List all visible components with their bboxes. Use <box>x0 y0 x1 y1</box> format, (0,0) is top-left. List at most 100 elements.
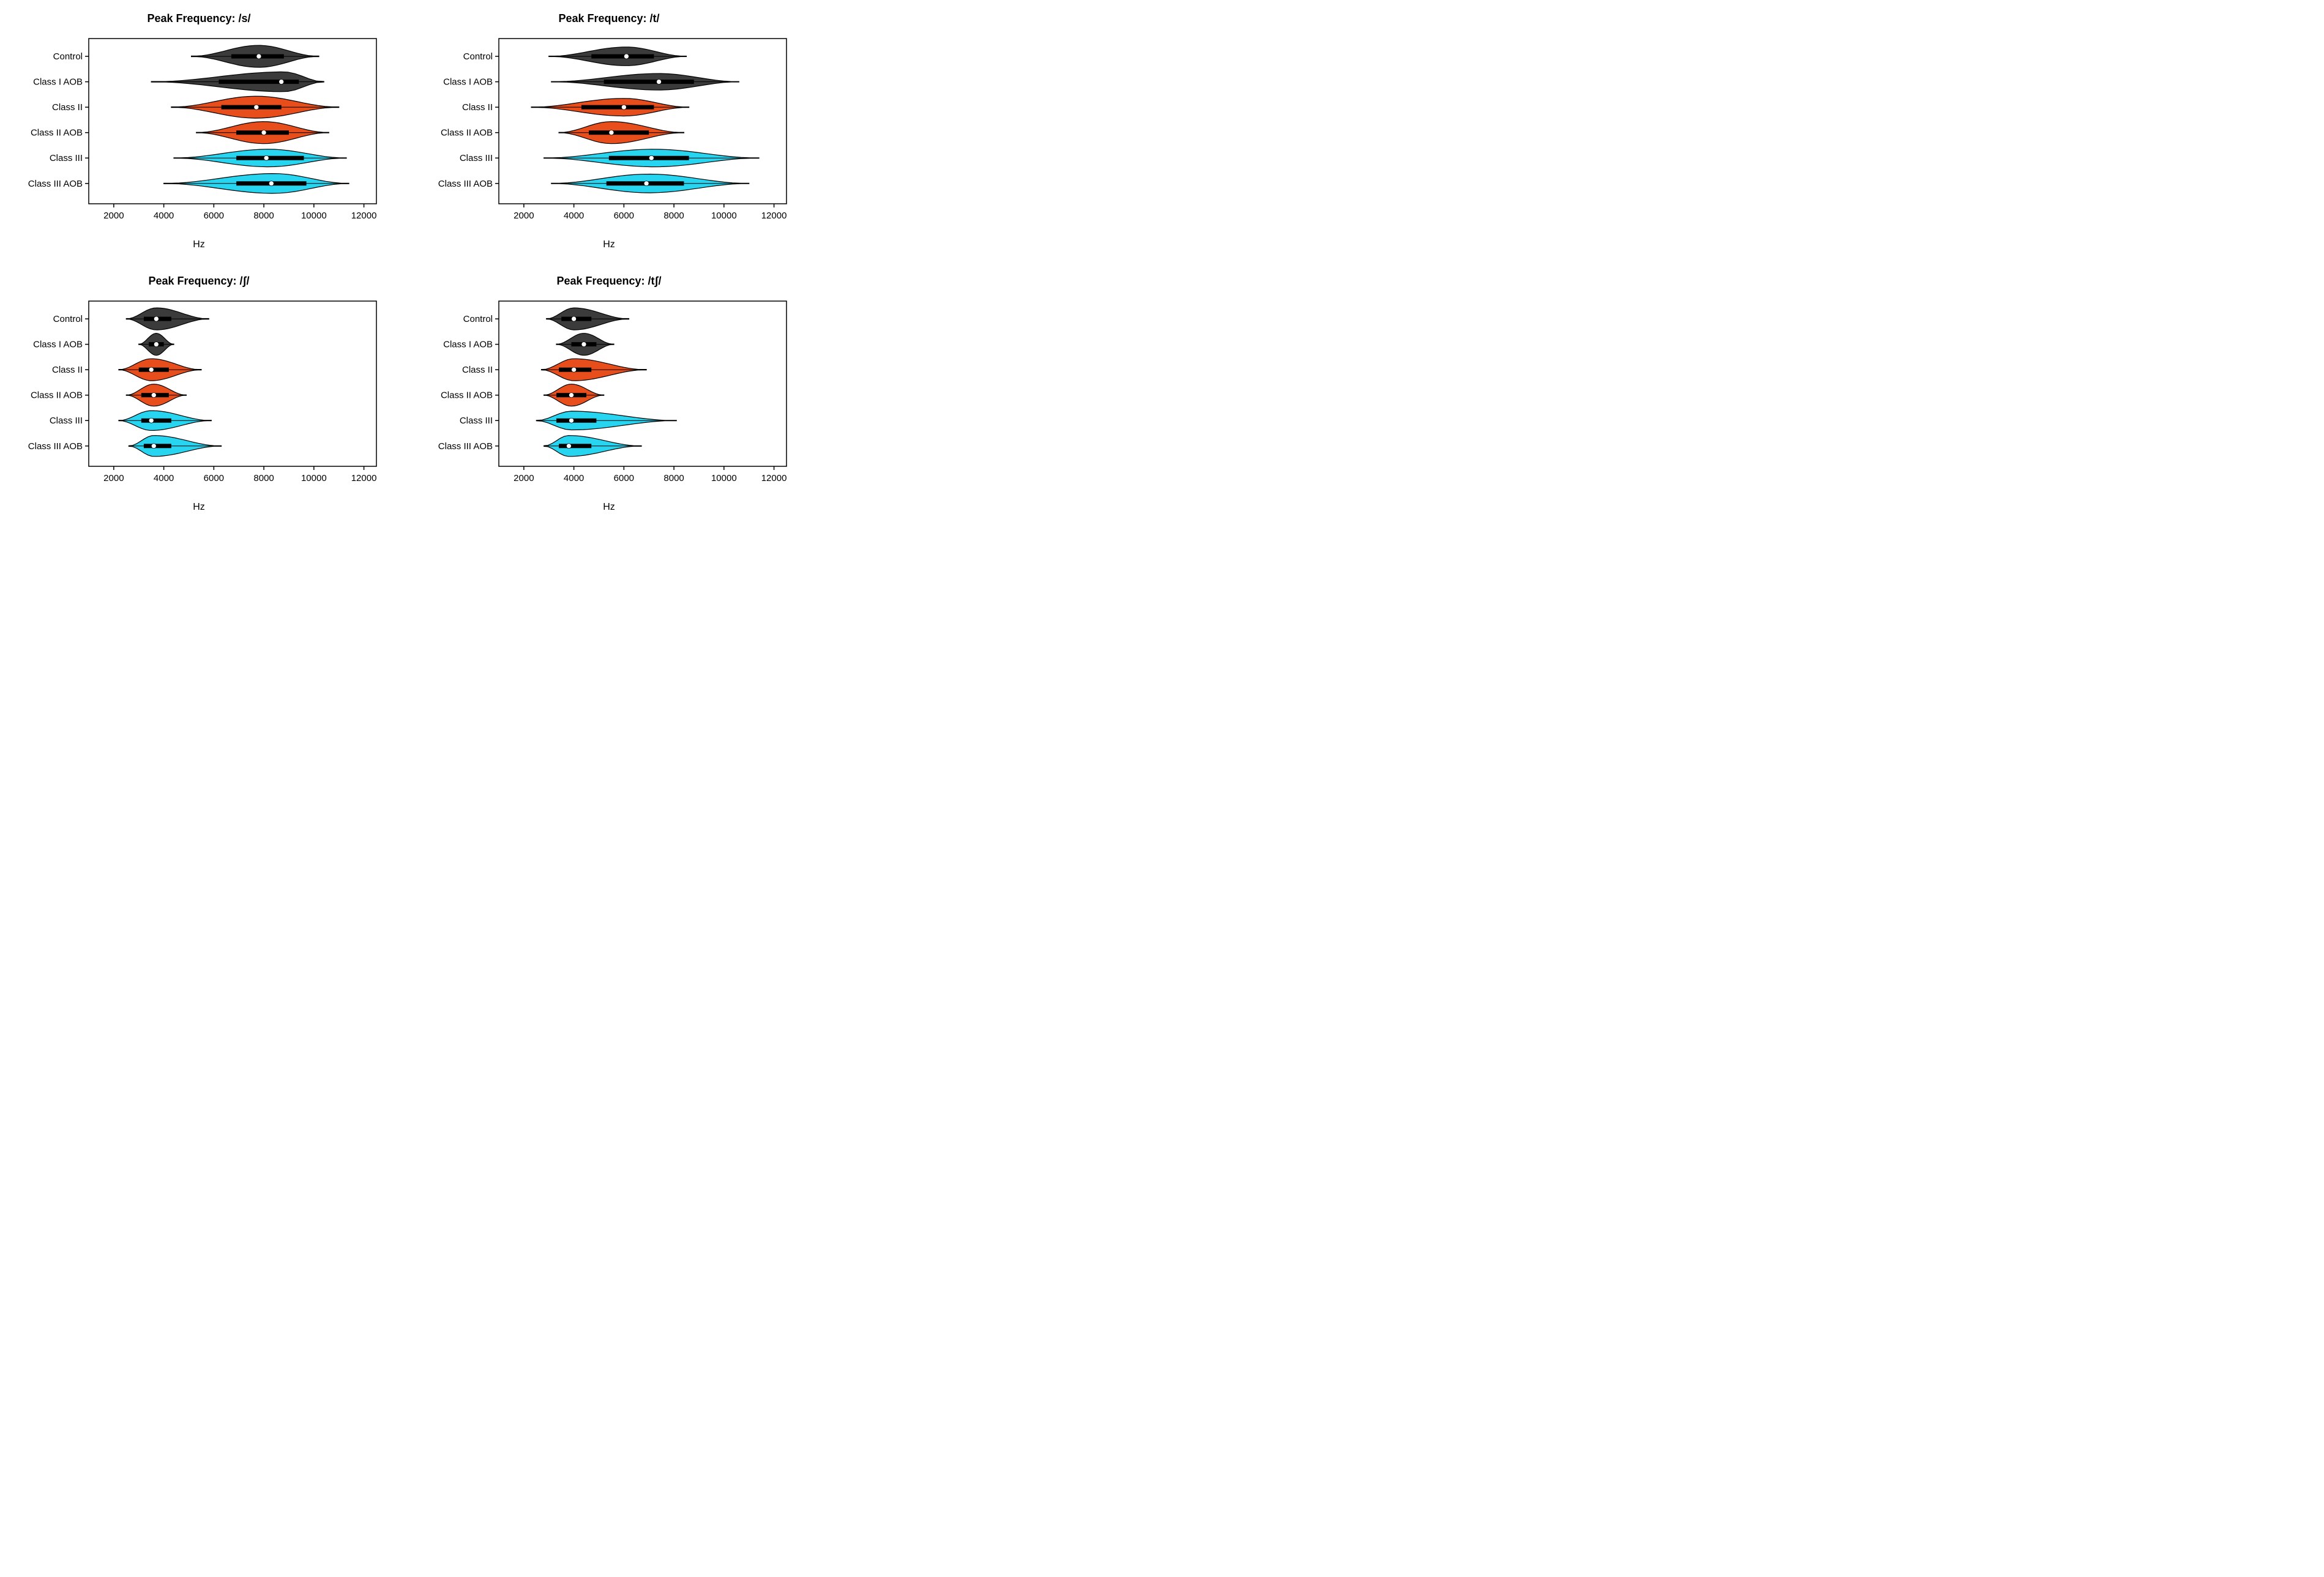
violin-box <box>589 130 649 135</box>
violin-box <box>222 105 282 110</box>
violin-box <box>144 444 171 448</box>
violin-median <box>566 444 571 449</box>
y-category-label: Class I AOB <box>443 340 493 350</box>
y-category-label: Class III <box>50 153 83 163</box>
violin-chart: 2000 4000 6000 8000 10000 12000 Control Class I… <box>425 295 793 497</box>
y-category-label: Class I AOB <box>33 77 83 88</box>
x-tick-label: 6000 <box>204 473 224 483</box>
y-category-label: Class II AOB <box>441 390 493 401</box>
x-tick-label: 6000 <box>614 211 634 221</box>
y-category-label: Class III AOB <box>28 179 83 189</box>
violin-median <box>624 54 629 59</box>
y-category-label: Class III AOB <box>438 179 493 189</box>
violin-box <box>581 105 654 110</box>
x-tick-label: 10000 <box>711 211 737 221</box>
y-category-label: Control <box>53 314 83 324</box>
violin-median <box>154 342 159 347</box>
x-tick-label: 8000 <box>663 211 684 221</box>
plot-frame <box>499 301 786 466</box>
violin-chart: 2000 4000 6000 8000 10000 12000 Control Class I… <box>425 32 793 234</box>
violin-median <box>569 393 574 398</box>
y-category-label: Class II AOB <box>441 128 493 138</box>
y-category-label: Class II <box>52 365 83 375</box>
y-category-label: Class I AOB <box>443 77 493 88</box>
violin-chart: 2000 4000 6000 8000 10000 12000 Control Class I… <box>15 295 383 497</box>
violin-median <box>572 316 577 321</box>
x-tick-label: 2000 <box>514 211 534 221</box>
y-category-label: Class III <box>460 153 493 163</box>
x-tick-label: 10000 <box>711 473 737 483</box>
y-category-label: Class III AOB <box>28 441 83 452</box>
x-tick-label: 6000 <box>614 473 634 483</box>
violin-chart: 2000 4000 6000 8000 10000 12000 Control Class I… <box>15 32 383 234</box>
violin-median <box>151 444 156 449</box>
violin-median <box>621 105 626 110</box>
violin-median <box>572 367 577 372</box>
panel-3: Peak Frequency: /tʃ/2000 4000 6000 8000 1000… <box>422 275 796 513</box>
y-category-label: Class III <box>460 416 493 426</box>
panel-2: Peak Frequency: /ʃ/2000 4000 6000 8000 10000… <box>12 275 386 513</box>
panel-1: Peak Frequency: /t/2000 4000 6000 8000 10000… <box>422 12 796 250</box>
y-category-label: Class II <box>52 102 83 113</box>
x-tick-label: 12000 <box>761 473 787 483</box>
violin-median <box>644 181 649 186</box>
x-tick-label: 4000 <box>564 211 584 221</box>
violin-grid: Peak Frequency: /s/2000 4000 6000 8000 10000… <box>12 12 796 513</box>
panel-0: Peak Frequency: /s/2000 4000 6000 8000 10000… <box>12 12 386 250</box>
violin-median <box>269 181 274 186</box>
violin-box <box>556 419 596 423</box>
y-category-label: Class I AOB <box>33 340 83 350</box>
x-tick-label: 12000 <box>351 211 377 221</box>
y-category-label: Class II <box>462 365 493 375</box>
x-tick-label: 2000 <box>103 473 124 483</box>
x-tick-label: 2000 <box>103 211 124 221</box>
panel-title: Peak Frequency: /tʃ/ <box>556 275 661 288</box>
y-category-label: Control <box>463 51 493 62</box>
violin-median <box>569 418 574 423</box>
panel-title: Peak Frequency: /t/ <box>558 12 659 25</box>
y-category-label: Class II AOB <box>31 128 83 138</box>
x-tick-label: 8000 <box>663 473 684 483</box>
panel-title: Peak Frequency: /ʃ/ <box>148 275 249 288</box>
violin-box <box>604 80 694 84</box>
x-tick-label: 4000 <box>154 211 174 221</box>
y-category-label: Class III <box>50 416 83 426</box>
violin-median <box>151 393 156 398</box>
violin-median <box>581 342 586 347</box>
x-tick-label: 8000 <box>253 211 274 221</box>
y-category-label: Control <box>463 314 493 324</box>
x-axis-label: Hz <box>193 239 205 250</box>
violin-box <box>559 444 591 448</box>
x-tick-label: 6000 <box>204 211 224 221</box>
x-tick-label: 10000 <box>301 473 327 483</box>
violin-median <box>261 130 266 135</box>
violin-median <box>649 155 654 160</box>
x-tick-label: 2000 <box>514 473 534 483</box>
violin-median <box>279 80 284 84</box>
violin-median <box>149 418 154 423</box>
x-axis-label: Hz <box>193 502 205 513</box>
x-axis-label: Hz <box>603 502 615 513</box>
x-axis-label: Hz <box>603 239 615 250</box>
violin-median <box>264 155 269 160</box>
violin-box <box>219 80 299 84</box>
y-category-label: Class II <box>462 102 493 113</box>
violin-median <box>154 316 159 321</box>
violin-median <box>256 54 261 59</box>
violin-median <box>254 105 259 110</box>
y-category-label: Control <box>53 51 83 62</box>
plot-frame <box>89 301 376 466</box>
x-tick-label: 4000 <box>564 473 584 483</box>
y-category-label: Class III AOB <box>438 441 493 452</box>
violin-box <box>591 54 654 59</box>
x-tick-label: 12000 <box>351 473 377 483</box>
violin-box <box>141 419 171 423</box>
x-tick-label: 4000 <box>154 473 174 483</box>
x-tick-label: 12000 <box>761 211 787 221</box>
violin-box <box>236 156 304 160</box>
x-tick-label: 8000 <box>253 473 274 483</box>
violin-median <box>657 80 662 84</box>
panel-title: Peak Frequency: /s/ <box>147 12 250 25</box>
x-tick-label: 10000 <box>301 211 327 221</box>
violin-median <box>609 130 614 135</box>
